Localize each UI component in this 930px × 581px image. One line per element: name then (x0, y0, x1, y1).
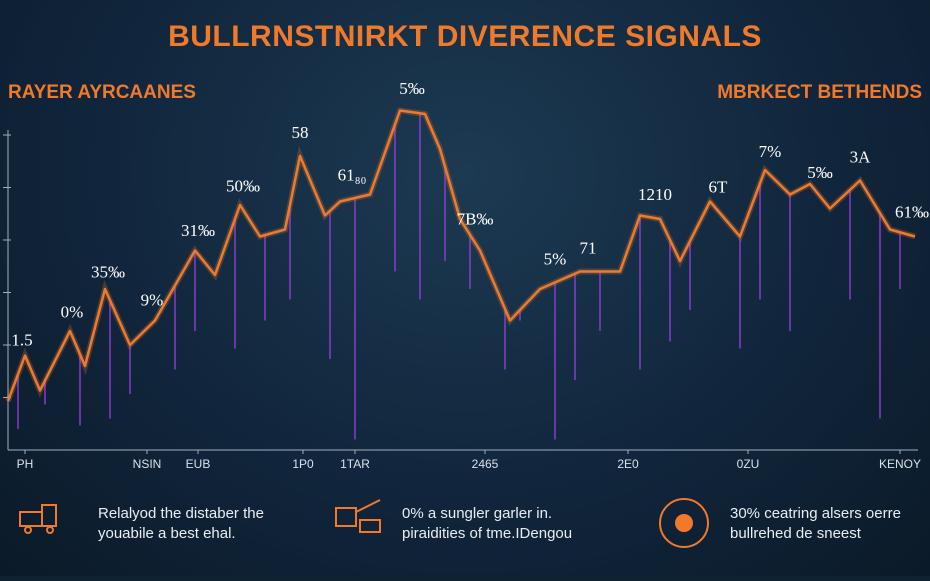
x-tick-label: 2E0 (617, 457, 639, 471)
peak-label: 5% (544, 249, 567, 268)
peak-label: 31‰ (181, 221, 215, 240)
footer-text: Relalyod the distaber the (98, 505, 264, 522)
peak-label: 9% (141, 290, 164, 309)
footer-text: bullrehed de sneest (730, 525, 862, 542)
peak-label: 61₈₀ (338, 166, 367, 185)
peak-label: 5‰ (807, 163, 833, 182)
x-tick-label: NSIN (133, 457, 162, 471)
footer-text: 0% a sungler garler in. (402, 505, 552, 522)
peak-label: 50‰ (226, 177, 260, 196)
peak-label: 1210 (638, 185, 672, 204)
peak-label: 61‰ (895, 203, 929, 222)
left-label: RAYER AYRCAANES (8, 82, 196, 103)
chart-title: BULLRNSTNIRKT DIVERENCE SIGNALS (168, 20, 762, 53)
footer-icon (19, 504, 57, 534)
peak-label: 5‰ (399, 79, 425, 98)
peak-label: 58 (292, 123, 309, 142)
x-tick-label: KENOY (879, 457, 921, 471)
peak-label: 7B‰ (457, 210, 494, 229)
x-tick-label: 1TAR (340, 457, 370, 471)
footer-icon (659, 498, 709, 548)
right-label: MBRKECT BETHENDS (717, 82, 922, 103)
footer-text: piraidities of tme.IDengou (402, 525, 572, 542)
footer-text: youabile a best ehal. (98, 525, 236, 542)
price-line (6, 109, 916, 402)
peak-label: 0% (61, 303, 84, 322)
x-tick-label: PH (17, 457, 34, 471)
peak-label: 71 (580, 238, 597, 257)
footer-icon (335, 499, 381, 533)
x-tick-label: EUB (186, 457, 211, 471)
peak-label: 1.5 (11, 330, 32, 349)
x-tick-label: 2465 (472, 457, 499, 471)
footer-text: 30% ceatring alsers oerre (730, 505, 901, 522)
x-tick-label: 1P0 (292, 457, 314, 471)
peak-label: 6T (709, 178, 729, 197)
x-tick-label: 0ZU (737, 457, 760, 471)
peak-label: 7% (759, 142, 782, 161)
peak-label: 35‰ (91, 263, 125, 282)
peak-label: 3A (850, 147, 872, 166)
